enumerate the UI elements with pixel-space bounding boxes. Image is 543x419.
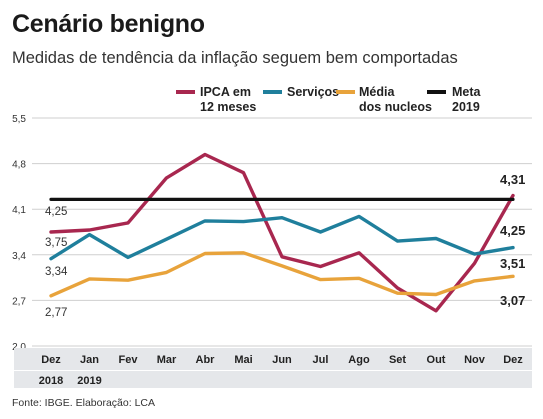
y-tick-label: 2,7 (12, 296, 26, 307)
legend-label: 2019 (452, 100, 480, 114)
x-tick-label: Jun (272, 354, 292, 366)
legend-label: Serviços (287, 85, 339, 99)
y-tick-label: 4,8 (12, 160, 26, 171)
data-label-end: 4,25 (500, 223, 525, 238)
data-label-end: 3,51 (500, 256, 525, 271)
series-line-ipca-em-12-meses (49, 152, 515, 313)
legend-label: IPCA em (200, 85, 251, 99)
x-tick-label: Out (427, 354, 446, 366)
data-label-start: 2,77 (45, 307, 67, 319)
x-tick-label: Set (389, 354, 406, 366)
x-tick-label: Fev (119, 354, 139, 366)
y-tick-label: 5,5 (12, 114, 26, 125)
x-tick-label: Dez (503, 354, 523, 366)
legend-label: dos nucleos (359, 100, 432, 114)
chart-title: Cenário benigno (12, 10, 205, 38)
series-line-m-dia-dos-nucleos (49, 251, 515, 298)
year-label: 2018 (39, 375, 63, 387)
year-band (14, 371, 532, 388)
data-label-start: 4,25 (45, 206, 67, 218)
legend-label: Média (359, 85, 395, 99)
x-tick-label: Dez (41, 354, 61, 366)
x-tick-label: Mai (234, 354, 252, 366)
data-label-end: 4,31 (500, 172, 525, 187)
legend-label: Meta (452, 85, 482, 99)
x-tick-label: Ago (348, 354, 370, 366)
x-axis-band (14, 348, 532, 370)
data-label-start: 3,34 (45, 266, 68, 278)
x-tick-label: Jul (313, 354, 329, 366)
y-tick-label: 4,1 (12, 205, 26, 216)
source-note: Fonte: IBGE. Elaboração: LCA (12, 397, 155, 409)
x-tick-label: Jan (80, 354, 99, 366)
data-label-end: 3,07 (500, 293, 525, 308)
legend-label: 12 meses (200, 100, 256, 114)
data-label-start: 3,75 (45, 237, 67, 249)
y-tick-label: 2,0 (12, 342, 26, 353)
x-tick-label: Mar (157, 354, 177, 366)
y-tick-label: 3,4 (12, 251, 26, 262)
year-label: 2019 (77, 375, 101, 387)
chart-subtitle: Medidas de tendência da inflação seguem … (12, 49, 458, 67)
x-tick-label: Nov (464, 354, 486, 366)
x-tick-label: Abr (196, 354, 216, 366)
series-line-servi-os (49, 214, 515, 261)
